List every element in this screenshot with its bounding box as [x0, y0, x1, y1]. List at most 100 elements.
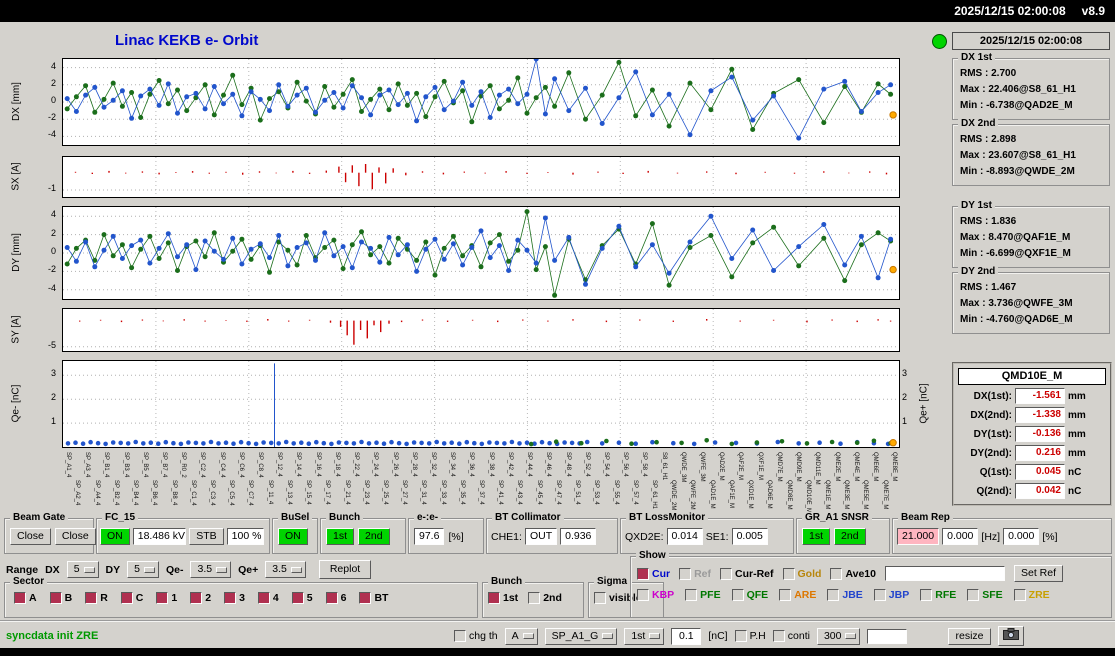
conti-checkbox[interactable]: conti: [772, 630, 810, 642]
snsr-1st-button[interactable]: 1st: [802, 528, 831, 545]
sx-steering-plot[interactable]: [62, 156, 900, 198]
selected-monitor-values: DX(1st): -1.561 mm DX(2nd): -1.338 mm DY(1st):…: [954, 388, 1110, 499]
bunch-select-group: Bunch 1st 2nd: [482, 576, 584, 618]
snsr-2nd-button[interactable]: 2nd: [834, 528, 866, 545]
sigma-checkboxes: visible: [589, 583, 663, 604]
sector-checkboxes-bt[interactable]: BT: [359, 592, 388, 604]
qe-right-axis-title: Qe+ [nC]: [918, 382, 930, 424]
checkbox-indicator: [734, 630, 747, 642]
window-titlebar: 2025/12/15 02:00:08 v8.9: [0, 0, 1115, 22]
sy-steering-plot[interactable]: [62, 308, 900, 352]
checkbox-indicator: [685, 589, 698, 601]
range-qem-label: Qe-: [165, 563, 184, 576]
range-qem-select[interactable]: 3.5: [190, 561, 232, 578]
sector-select[interactable]: A: [504, 627, 538, 645]
sector-checkboxes-6[interactable]: 6: [325, 592, 346, 604]
charge-plot[interactable]: [62, 360, 900, 448]
beam-gate-close-button-2[interactable]: Close: [54, 528, 96, 545]
beam-gate-close-button-1[interactable]: Close: [10, 528, 51, 545]
group-title: Sector: [10, 576, 48, 588]
ph-checkbox[interactable]: P.H: [734, 630, 766, 642]
bunch-select[interactable]: 1st: [624, 627, 665, 645]
monitor-value-row: DX(1st): -1.561 mm: [958, 388, 1106, 404]
sector-checkboxes-b[interactable]: B: [49, 592, 73, 604]
show-region-checkboxes-zre[interactable]: ZRE: [1013, 589, 1050, 601]
dy-orbit-plot[interactable]: [62, 206, 900, 300]
sigma-checkboxes-visible[interactable]: visible: [594, 592, 642, 604]
show-mode-checkboxes-cur[interactable]: Cur: [637, 567, 670, 580]
show-region-checkboxes-sfe[interactable]: SFE: [967, 589, 1003, 601]
show-region-checkboxes-jbe[interactable]: JBE: [827, 589, 863, 601]
sector-checkboxes-5[interactable]: 5: [291, 592, 313, 604]
aux-entry[interactable]: [867, 628, 908, 644]
y-tick-label: 2: [50, 77, 56, 88]
chg-th-checkbox[interactable]: chg th: [454, 630, 498, 642]
busel-on-button[interactable]: ON: [278, 528, 308, 545]
monitor-name-label: SP_38_4: [487, 452, 494, 477]
range-qep-select[interactable]: 3.5: [265, 561, 306, 578]
show-region-checkboxes-jbp[interactable]: JBP: [873, 589, 909, 601]
range-dy-label: DY: [105, 563, 121, 576]
range-dy-select[interactable]: 5: [127, 561, 159, 578]
range-dx-select[interactable]: 5: [66, 561, 99, 578]
ee-ratio-unit: [%]: [448, 530, 464, 543]
dx-orbit-plot[interactable]: [62, 58, 900, 146]
fc15-stb-button[interactable]: STB: [189, 528, 224, 545]
sector-checkboxes-4[interactable]: 4: [257, 592, 279, 604]
monitor-name-label: SP_48_4: [564, 452, 571, 477]
dy-yticks: 4 2 0 -2 -4: [34, 206, 58, 298]
snapshot-button[interactable]: [997, 626, 1024, 646]
replot-button[interactable]: Replot: [318, 560, 372, 579]
resize-button[interactable]: resize: [948, 627, 991, 645]
monitor-value-label: DY(1st):: [973, 428, 1012, 440]
bunch-1st-button[interactable]: 1st: [326, 528, 355, 545]
show-region-checkboxes-kbp[interactable]: KBP: [637, 589, 674, 601]
sector-checkboxes-2[interactable]: 2: [190, 592, 211, 604]
show-group: Show Cur Ref Cur-Ref Gold Ave10 Set Ref KBP P…: [630, 550, 1112, 618]
show-mode-checkboxes-gold[interactable]: Gold: [782, 567, 821, 580]
monitor-name-label: QXD1E_M: [747, 480, 754, 509]
show-mode-checkboxes-ave10[interactable]: Ave10: [830, 567, 876, 580]
group-title: Beam Rep: [898, 512, 953, 524]
show-region-checkboxes-qfe[interactable]: QFE: [731, 589, 768, 601]
checkbox-label: Cur-Ref: [735, 567, 774, 580]
checkbox-label: B: [64, 592, 73, 604]
sector-checkboxes-c[interactable]: C: [120, 592, 143, 604]
bunch-checkboxes-1st[interactable]: 1st: [488, 592, 518, 604]
interval-select[interactable]: 300: [816, 627, 861, 645]
show-region-checkboxes-pfe[interactable]: PFE: [685, 589, 721, 601]
min-value: Min : -4.760@QAD6E_M: [960, 314, 1073, 325]
checkbox-indicator: [1013, 589, 1026, 601]
monitor-name-label: SP_C2_4: [199, 452, 206, 478]
set-ref-button[interactable]: Set Ref: [1014, 565, 1064, 582]
show-mode-checkboxes-ref[interactable]: Ref: [679, 567, 711, 580]
y-tick-label: -4: [47, 282, 56, 293]
show-region-checkboxes-rfe[interactable]: RFE: [920, 589, 956, 601]
bunch-checkboxes-2nd[interactable]: 2nd: [528, 592, 562, 604]
se1-label: SE1:: [705, 530, 729, 543]
checkbox-label: chg th: [469, 630, 498, 642]
show-region-checkboxes-are[interactable]: ARE: [779, 589, 816, 601]
sector-checkboxes-1[interactable]: 1: [156, 592, 177, 604]
monitor-name-label: SP_52_4: [583, 452, 590, 477]
monitor-value-unit: nC: [1068, 485, 1082, 497]
sector-checkboxes-3[interactable]: 3: [224, 592, 245, 604]
monitor-name-label: SP_C6_4: [237, 452, 244, 478]
bunch-2nd-button[interactable]: 2nd: [358, 528, 390, 545]
monitor-select[interactable]: SP_A1_G: [544, 627, 618, 645]
sector-checkboxes-r[interactable]: R: [85, 592, 108, 604]
checkbox-label: R: [100, 592, 108, 604]
sector-checkboxes-a[interactable]: A: [14, 592, 37, 604]
hz-unit-label: [Hz]: [981, 530, 1001, 543]
monitor-name-label: SP_27_4: [401, 480, 408, 505]
che1-label: CHE1:: [491, 530, 522, 543]
monitor-name-label: SP_A3_4: [84, 452, 90, 478]
ref-entry[interactable]: [885, 566, 1005, 581]
min-value: Min : -6.738@QAD2E_M: [960, 100, 1073, 111]
page-title: Linac KEKB e- Orbit: [115, 32, 259, 49]
show-mode-checkboxes-cur-ref[interactable]: Cur-Ref: [720, 567, 774, 580]
max-value: Max : 23.607@S8_61_H1: [960, 150, 1076, 161]
beam-rep-v3-display: 0.000: [1003, 528, 1040, 545]
min-value: Min : -6.699@QXF1E_M: [960, 248, 1071, 259]
fc15-on-button[interactable]: ON: [100, 528, 130, 545]
